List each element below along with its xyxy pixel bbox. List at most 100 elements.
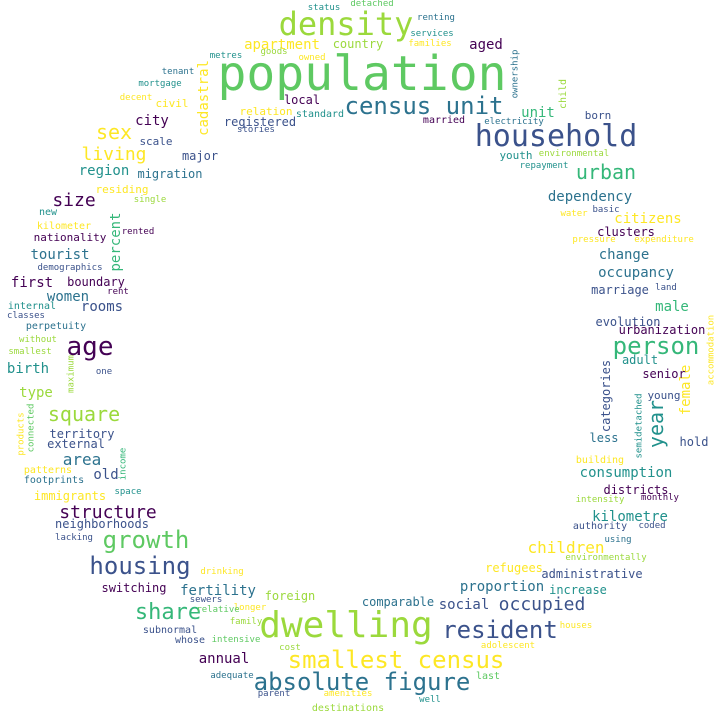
word-sewers: sewers — [189, 595, 223, 605]
word-cost: cost — [279, 643, 301, 653]
word-families: families — [408, 39, 452, 49]
word-coded: coded — [638, 521, 666, 531]
word-connected: connected — [26, 403, 37, 453]
word-urbanization: urbanization — [618, 323, 706, 337]
word-kilometre: kilometre — [592, 509, 668, 525]
word-marriage: marriage — [591, 283, 649, 297]
word-environmental: environmental — [538, 149, 610, 159]
word-relation: relation — [239, 105, 293, 118]
word-urban: urban — [575, 160, 637, 184]
word-local: local — [283, 93, 321, 107]
word-evolution: evolution — [595, 315, 661, 329]
word-accommodation: accommodation — [706, 314, 717, 386]
word-monthly: monthly — [641, 493, 679, 503]
word-one: one — [95, 367, 113, 377]
word-young: young — [647, 389, 681, 402]
word-intensity: intensity — [575, 495, 625, 505]
word-refugees: refugees — [485, 561, 543, 575]
word-lacking: lacking — [55, 533, 93, 543]
word-youth: youth — [499, 149, 533, 162]
word-women: women — [46, 289, 90, 305]
word-building: building — [575, 455, 625, 466]
word-resident: resident — [442, 616, 558, 644]
word-housing: housing — [89, 552, 191, 580]
word-type: type — [19, 385, 53, 401]
word-square: square — [47, 402, 121, 426]
word-space: space — [114, 487, 142, 497]
word-child: child — [558, 78, 569, 110]
word-authority: authority — [572, 521, 628, 532]
word-services: services — [410, 29, 454, 39]
word-environmentally: environmentally — [565, 553, 647, 563]
word-kilometer: kilometer — [36, 221, 92, 232]
word-last: last — [475, 671, 501, 682]
word-internal: internal — [7, 301, 57, 312]
word-residing: residing — [95, 183, 149, 196]
word-external: external — [47, 437, 105, 451]
word-increase: increase — [549, 583, 607, 597]
word-share: share — [134, 600, 202, 625]
word-expenditure: expenditure — [634, 235, 694, 245]
word-annual: annual — [198, 651, 250, 667]
word-longer: longer — [233, 603, 267, 613]
word-age: age — [66, 332, 114, 362]
word-clusters: clusters — [597, 225, 655, 239]
word-metres: metres — [209, 51, 243, 61]
word-city: city — [135, 113, 169, 129]
word-old: old — [93, 467, 119, 483]
word-smallest-census: smallest census — [287, 646, 505, 674]
word-drinking: drinking — [200, 567, 244, 577]
word-registered: registered — [223, 115, 297, 129]
word-electricity: electricity — [484, 117, 544, 127]
word-classes: classes — [7, 311, 45, 321]
word-dwelling: dwelling — [259, 605, 433, 646]
word-subnormal: subnormal — [142, 625, 198, 636]
word-region: region — [78, 163, 130, 179]
word-migration: migration — [137, 167, 203, 181]
word-destinations: destinations — [311, 703, 385, 714]
word-status: status — [307, 3, 341, 13]
word-size: size — [52, 190, 96, 211]
word-comparable: comparable — [361, 595, 435, 609]
word-demographics: demographics — [37, 263, 103, 273]
word-owned: owned — [298, 53, 326, 63]
word-ownership: ownership — [510, 49, 521, 99]
word-census-unit: census unit — [344, 92, 504, 120]
word-area: area — [62, 450, 102, 469]
word-switching: switching — [101, 581, 167, 595]
word-citizens: citizens — [614, 211, 682, 227]
word-density: density — [278, 5, 414, 43]
word-using: using — [604, 535, 632, 545]
word-adult: adult — [621, 353, 659, 367]
word-tourist: tourist — [30, 247, 90, 263]
word-adequate: adequate — [210, 671, 254, 681]
word-children: children — [527, 538, 605, 557]
word-percent: percent — [108, 212, 124, 272]
word-territory: territory — [49, 427, 115, 441]
word-adolescent: adolescent — [480, 641, 536, 651]
word-living: living — [81, 144, 147, 165]
word-occupancy: occupancy — [598, 265, 674, 281]
word-categories: categories — [599, 359, 613, 433]
word-boundary: boundary — [67, 275, 125, 289]
word-country: country — [332, 37, 384, 51]
word-born: born — [584, 109, 612, 122]
word-water: water — [560, 209, 588, 219]
word-family: family — [229, 617, 263, 627]
word-stories: stories — [237, 125, 275, 135]
word-perpetuity: perpetuity — [25, 321, 87, 332]
word-growth: growth — [102, 526, 190, 554]
word-male: male — [655, 299, 689, 315]
word-renting: renting — [417, 13, 455, 23]
word-population: population — [217, 46, 507, 102]
word-goods: goods — [260, 47, 288, 57]
word-rent: rent — [107, 287, 129, 297]
word-well: well — [419, 695, 441, 705]
word-cadastral: cadastral — [196, 60, 212, 136]
word-absolute-figure: absolute figure — [253, 668, 471, 696]
word-social: social — [438, 597, 490, 613]
word-without: without — [19, 335, 57, 345]
word-civil: civil — [155, 97, 189, 110]
word-new: new — [38, 207, 58, 218]
